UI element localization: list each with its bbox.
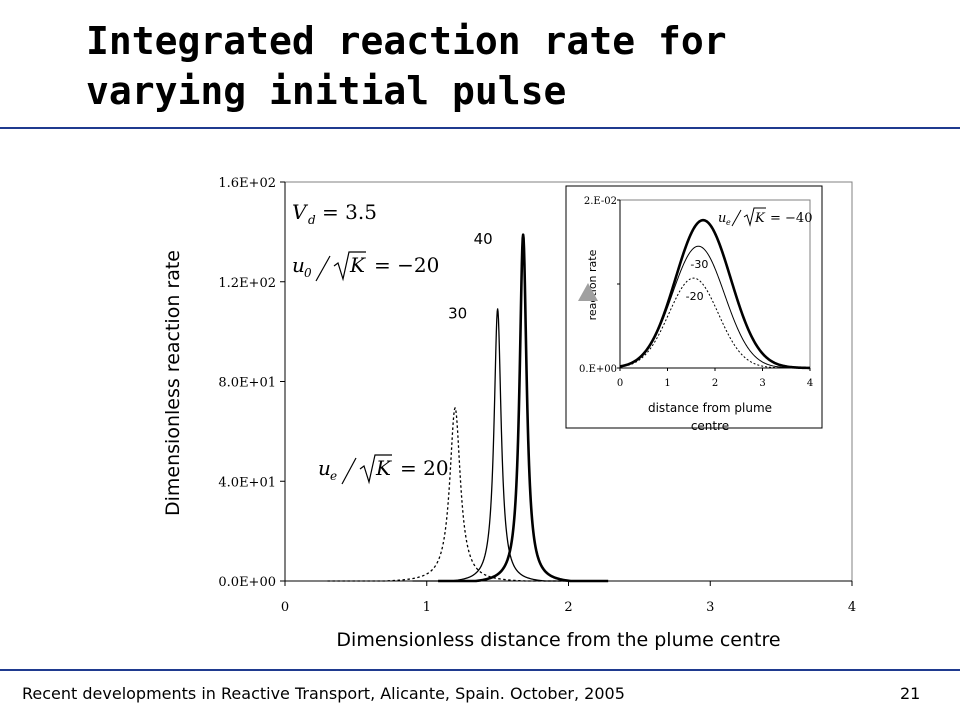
inset-y-axis-title: reaction rate	[586, 249, 599, 320]
x-tick-label: 0	[281, 600, 289, 615]
inset-series-label-2: -30	[690, 258, 708, 271]
series-line-2	[412, 308, 583, 582]
inset-sqrt-icon	[743, 207, 766, 227]
inset-series-line-3	[619, 277, 810, 369]
param-u-subscript: 0	[304, 266, 312, 280]
main-annotations: V d = 3.5 u 0 K = −20 u e K = 20	[292, 200, 449, 485]
param-v-value: = 3.5	[322, 200, 377, 224]
x-axis-title: Dimensionless distance from the plume ce…	[336, 629, 780, 651]
y-tick-label: 4.0E+01	[218, 475, 276, 490]
slide-title: Integrated reaction rate for varying ini…	[86, 19, 727, 113]
x-tick-label: 4	[848, 600, 856, 615]
series-line-3	[437, 233, 610, 583]
param-u-slash	[315, 255, 331, 282]
inset-y-tick-label: 2.E-02	[584, 196, 617, 207]
series-line-1	[327, 407, 583, 582]
inset-slash	[731, 209, 742, 227]
series-label-2: 30	[448, 305, 467, 323]
y-tick-label: 1.2E+02	[218, 276, 276, 291]
param-u-symbol: u	[292, 253, 305, 277]
footer-rule	[0, 669, 960, 671]
x-tick-label: 1	[423, 600, 431, 615]
triangle-marker-icon	[578, 283, 598, 301]
inset-x-axis-title: distance from plume centre	[648, 401, 772, 433]
footer-text: Recent developments in Reactive Transpor…	[22, 684, 625, 703]
y-tick-label: 8.0E+01	[218, 376, 276, 391]
param-u-value: = −20	[374, 253, 439, 277]
inset-y-tick-label: 0.E+00	[579, 364, 617, 375]
param-v-symbol: V	[292, 200, 309, 224]
inset-x-tick-label: 4	[807, 378, 813, 389]
inset-x-tick-label: 0	[617, 378, 623, 389]
inset-x-tick-label: 1	[664, 378, 670, 389]
inset-series-line-2	[619, 245, 811, 369]
series-label-3: 40	[474, 230, 493, 248]
param-sqrt-icon	[333, 251, 366, 282]
inset-k-symbol: K	[754, 211, 766, 226]
series-slash	[341, 457, 357, 485]
inset-u-symbol: u	[718, 211, 726, 226]
series-value: = 20	[400, 456, 449, 480]
inset-annotations: u e K = −40	[718, 207, 812, 227]
y-tick-label: 1.6E+02	[218, 176, 276, 191]
series-sqrt-icon	[359, 454, 392, 485]
inset-series-line-1	[619, 218, 811, 370]
param-k-symbol: K	[349, 253, 366, 277]
inset-x-tick-label: 2	[712, 378, 718, 389]
inset-plot: 0.E+00 2.E-02 0 1 2 3 4 distance from plume cent…	[565, 185, 823, 433]
series-u-symbol: u	[318, 456, 331, 480]
title-rule	[0, 127, 960, 129]
x-tick-label: 2	[564, 600, 572, 615]
page-number: 21	[900, 684, 921, 703]
series-k-symbol: K	[375, 456, 392, 480]
param-v-subscript: d	[308, 213, 316, 227]
y-tick-label: 0.0E+00	[218, 575, 276, 590]
main-plot: 0.0E+00 4.0E+01 8.0E+01 1.2E+02 1.6E+02 0 1 2 3 4…	[162, 176, 856, 651]
y-axis-title: Dimensionless reaction rate	[162, 250, 184, 516]
inset-x-tick-label: 3	[759, 378, 765, 389]
series-u-subscript: e	[330, 469, 337, 483]
inset-value: = −40	[770, 211, 812, 226]
x-tick-label: 3	[706, 600, 714, 615]
inset-u-subscript: e	[726, 218, 731, 227]
inset-series-label-3: -20	[686, 290, 704, 303]
